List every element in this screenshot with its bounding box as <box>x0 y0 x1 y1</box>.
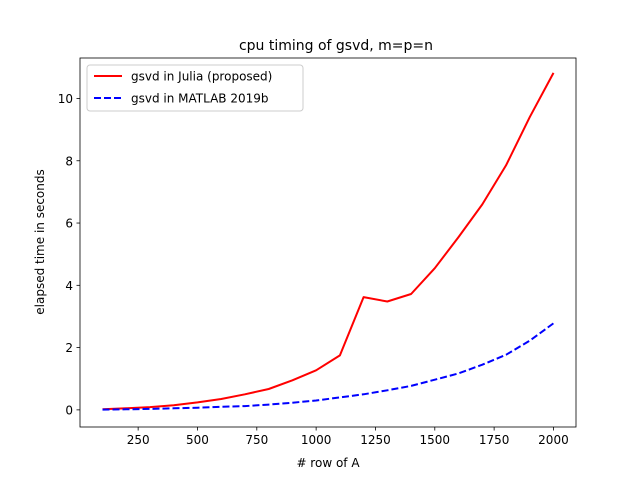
plot-frame <box>79 57 577 428</box>
series-line-1 <box>102 322 555 411</box>
x-tick-label: 1500 <box>420 433 451 447</box>
x-tick-label: 750 <box>245 433 268 447</box>
legend-label: gsvd in MATLAB 2019b <box>131 92 269 106</box>
y-tick-label: 8 <box>65 154 73 168</box>
x-axis: 250 500 750 1000 1250 1500 1750 2000 <box>127 427 569 447</box>
y-axis-label: elapsed time in seconds <box>33 169 47 314</box>
plot-area <box>102 72 555 411</box>
legend: gsvd in Julia (proposed) gsvd in MATLAB 2… <box>86 64 304 112</box>
y-tick-label: 4 <box>65 279 73 293</box>
x-tick-label: 250 <box>127 433 150 447</box>
x-tick-label: 1000 <box>301 433 332 447</box>
x-tick-label: 1250 <box>360 433 391 447</box>
x-tick-label: 1750 <box>479 433 510 447</box>
legend-box <box>86 64 304 112</box>
y-tick-label: 10 <box>58 92 73 106</box>
y-tick-label: 6 <box>65 217 73 231</box>
y-tick-label: 2 <box>65 341 73 355</box>
y-axis: 0 2 4 6 8 10 <box>58 92 80 417</box>
series-line-0 <box>102 72 555 411</box>
y-tick-label: 0 <box>65 403 73 417</box>
x-tick-label: 2000 <box>538 433 569 447</box>
legend-label: gsvd in Julia (proposed) <box>131 70 272 84</box>
chart-title: cpu timing of gsvd, m=p=n <box>239 38 433 54</box>
x-tick-label: 500 <box>186 433 209 447</box>
x-axis-label: # row of A <box>296 456 360 470</box>
